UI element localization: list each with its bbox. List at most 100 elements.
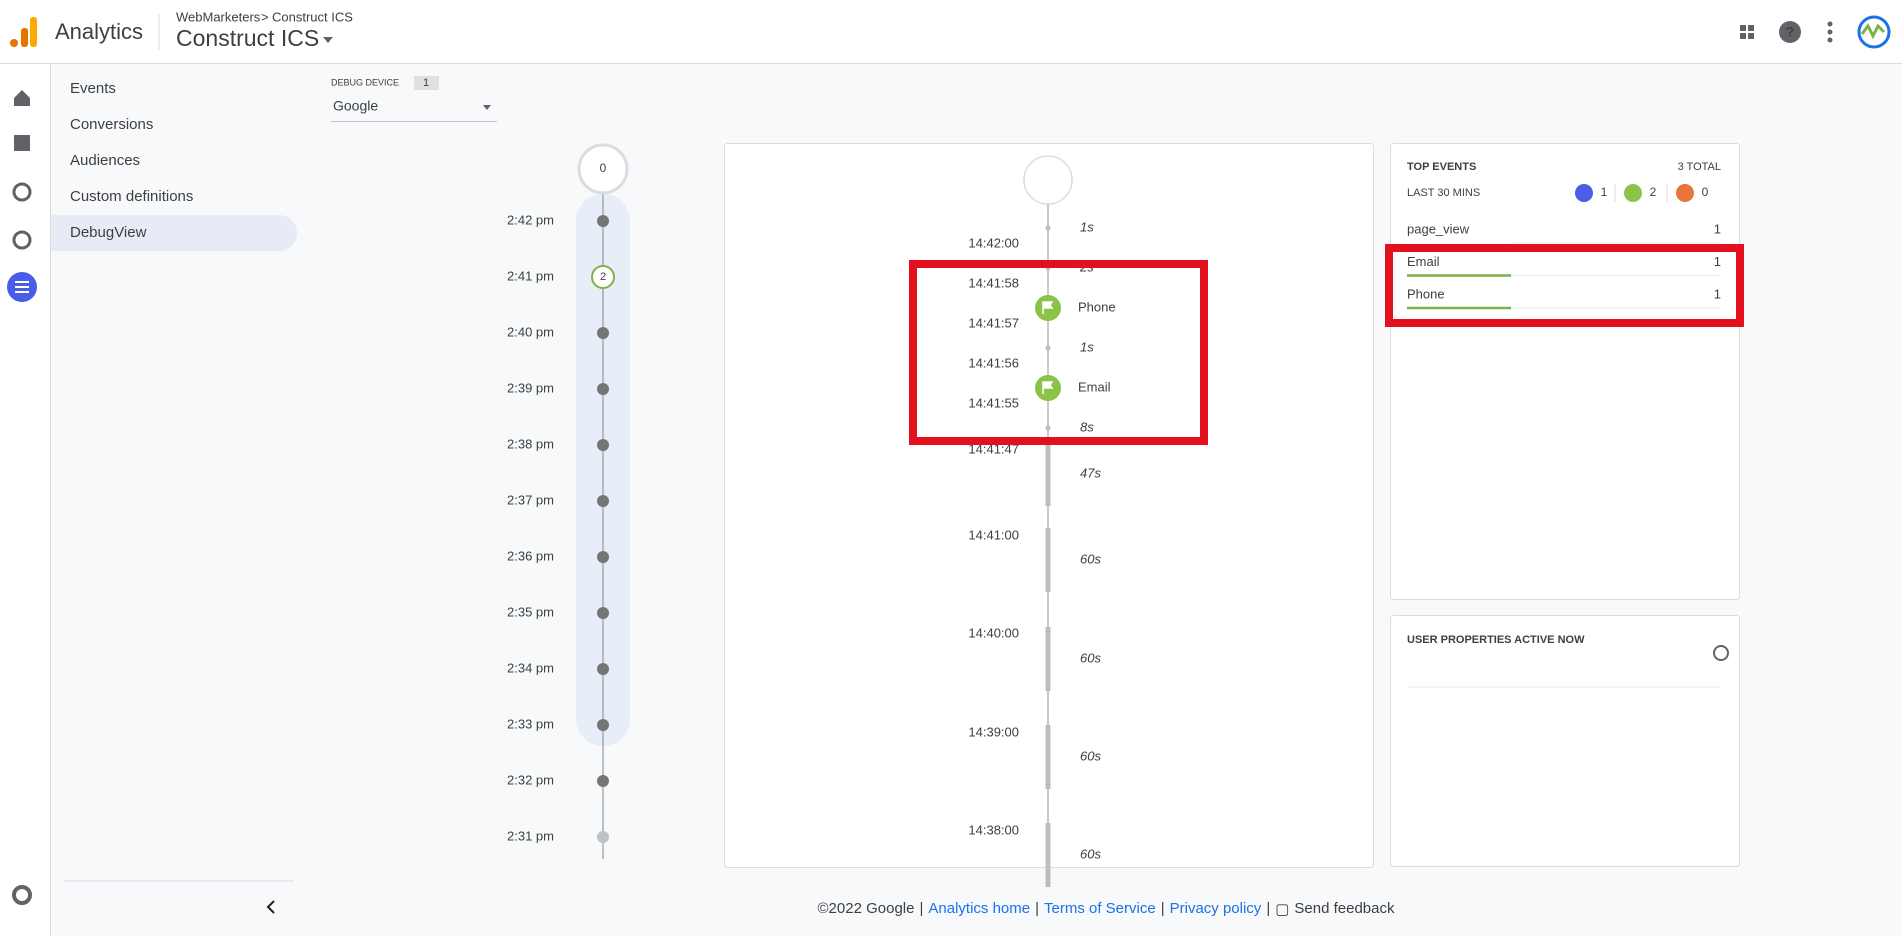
nav-item[interactable]: Conversions: [70, 116, 153, 133]
separator: |: [1035, 900, 1039, 917]
debug-device-dropdown[interactable]: [483, 105, 491, 110]
gap-label: 60s: [1080, 748, 1101, 763]
gap-segment: [1045, 627, 1051, 691]
history-icon[interactable]: [1713, 645, 1729, 661]
property-selector[interactable]: Construct ICS: [176, 25, 319, 51]
minute-badge-count: 2: [600, 271, 606, 283]
event-type-icon: [1624, 184, 1642, 202]
second-time: 14:42:00: [968, 235, 1019, 250]
breadcrumb-account[interactable]: WebMarketers: [176, 9, 261, 24]
account-avatar[interactable]: [1857, 15, 1891, 49]
gap-dot: [1045, 425, 1051, 431]
help-icon[interactable]: [1779, 21, 1801, 43]
send-feedback[interactable]: Send feedback: [1294, 900, 1395, 917]
debug-device-count: 1: [423, 77, 429, 89]
top-event-name[interactable]: Phone: [1407, 286, 1445, 301]
minute-dot[interactable]: [597, 551, 609, 563]
minute-label: 2:36 pm: [507, 548, 554, 563]
footer: ©2022 Google | Analytics home | Terms of…: [724, 900, 1488, 922]
event-type-count: 0: [1702, 185, 1709, 199]
nav-panel: [51, 64, 297, 936]
nav-list: Events Conversions Audiences Custom definit…: [51, 80, 297, 251]
more-icon[interactable]: [1827, 21, 1833, 43]
home-icon[interactable]: [14, 90, 30, 106]
highlight-box: [1385, 244, 1744, 327]
minute-badge[interactable]: [591, 265, 615, 289]
nav-item[interactable]: DebugView: [70, 224, 147, 241]
apps-icon[interactable]: [1740, 25, 1754, 39]
gap-label: 47s: [1080, 465, 1101, 480]
minute-dot[interactable]: [597, 719, 609, 731]
top-events-card: [1390, 143, 1740, 600]
minute-label: 2:39 pm: [507, 380, 554, 395]
nav-item[interactable]: Audiences: [70, 152, 140, 169]
reports-icon[interactable]: [14, 135, 30, 151]
minute-label: 2:41 pm: [507, 268, 554, 283]
debug-device-label: DEBUG DEVICE: [331, 77, 399, 87]
minute-dot[interactable]: [597, 663, 609, 675]
footer-link[interactable]: Terms of Service: [1044, 900, 1156, 917]
second-time: 14:39:00: [968, 724, 1019, 739]
top-events-title: TOP EVENTS: [1407, 161, 1476, 173]
minutes-top-circle: [577, 143, 629, 195]
debug-device-badge: [414, 76, 439, 90]
gap-dot: [1045, 225, 1051, 231]
highlight-box: [909, 260, 1208, 445]
footer-link[interactable]: Privacy policy: [1169, 900, 1262, 917]
nav-item[interactable]: Events: [70, 80, 116, 97]
breadcrumb-property[interactable]: Construct ICS: [272, 9, 353, 24]
gap-segment: [1045, 725, 1051, 789]
collapse-nav[interactable]: [266, 900, 275, 914]
minute-dot[interactable]: [597, 327, 609, 339]
help-glyph: ?: [1786, 24, 1795, 40]
minute-dot[interactable]: [597, 495, 609, 507]
copyright: ©2022 Google: [817, 900, 915, 917]
nav-item[interactable]: Custom definitions: [70, 188, 193, 205]
minute-label: 2:35 pm: [507, 604, 554, 619]
second-time: 14:41:55: [968, 395, 1019, 410]
minute-label: 2:32 pm: [507, 772, 554, 787]
event-name[interactable]: Phone: [1078, 299, 1116, 314]
event-type-count: 2: [1650, 185, 1657, 199]
gap-label: 60s: [1080, 846, 1101, 861]
separator: |: [1266, 900, 1271, 917]
separator: |: [919, 900, 924, 917]
gap-label: 60s: [1080, 551, 1101, 566]
minute-dot[interactable]: [597, 831, 609, 843]
settings-icon[interactable]: [12, 885, 32, 905]
property-dropdown[interactable]: [323, 37, 333, 43]
explore-icon[interactable]: [12, 182, 32, 202]
top-event-name[interactable]: Email: [1407, 254, 1440, 269]
second-time: 14:41:57: [968, 315, 1019, 330]
gap-segment: [1045, 823, 1051, 887]
gap-label: 1s: [1080, 219, 1094, 234]
event-type-icon: [1575, 184, 1593, 202]
debug-device-select[interactable]: Google: [333, 98, 378, 114]
top-event-name[interactable]: page_view: [1407, 221, 1470, 236]
gap-label: 1s: [1080, 339, 1094, 354]
nav-active-bg: [51, 215, 297, 251]
minutes-rows: 2:42 pm 2:41 pm 2 2:40 pm 2:39 pm 2:38 pm 2:37…: [507, 212, 615, 843]
minute-dot[interactable]: [597, 383, 609, 395]
minute-dot[interactable]: [597, 607, 609, 619]
advertising-icon[interactable]: [12, 230, 32, 250]
top-events-rows: page_view 1 Email 1 Phone 1: [1407, 221, 1721, 310]
event-type-icon: [1676, 184, 1694, 202]
footer-link[interactable]: Analytics home: [928, 900, 1031, 917]
separator: |: [1160, 900, 1165, 917]
minute-dot[interactable]: [597, 439, 609, 451]
second-time: 14:38:00: [968, 822, 1019, 837]
minute-dot[interactable]: [597, 775, 609, 787]
event-name[interactable]: Email: [1078, 379, 1111, 394]
minute-dot[interactable]: [597, 215, 609, 227]
user-properties-title: USER PROPERTIES ACTIVE NOW: [1407, 634, 1585, 646]
gap-segment: [1045, 442, 1051, 506]
top-event-count: 1: [1714, 254, 1721, 269]
top-event-count: 1: [1714, 286, 1721, 301]
event-type-count: 1: [1601, 185, 1608, 199]
configure-glyph: [15, 281, 29, 293]
second-time: 14:41:56: [968, 355, 1019, 370]
second-time: 14:41:00: [968, 527, 1019, 542]
logo: [10, 17, 37, 47]
